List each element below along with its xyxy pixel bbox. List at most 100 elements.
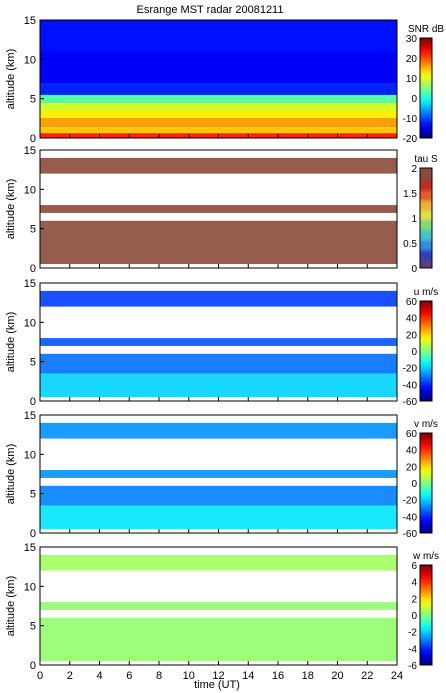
colorbar-tick-label: 60 xyxy=(406,429,418,440)
colorbar-tick-label: 0 xyxy=(411,479,417,490)
colorbar-tick-label: 4 xyxy=(411,578,417,589)
colorbar-tick-label: 30 xyxy=(406,34,418,45)
x-tick-label: 2 xyxy=(67,670,73,682)
colorbar xyxy=(419,167,433,269)
colorbar-tick-label: 0 xyxy=(411,264,417,275)
y-tick-label: 10 xyxy=(24,54,36,66)
x-tick-label: 10 xyxy=(183,670,195,682)
colorbar-tick-label: 2 xyxy=(411,594,417,605)
y-tick-label: 0 xyxy=(30,133,36,145)
panel-1: 0 5 10 15 altitude (km) 30 20 10 0 -10 -20 SNR dB xyxy=(5,15,444,145)
y-tick-label: 15 xyxy=(24,15,36,27)
data-layer xyxy=(40,617,397,662)
y-axis-label: altitude (km) xyxy=(5,576,17,637)
colorbar-tick-label: 60 xyxy=(406,297,418,308)
colorbar-label: w m/s xyxy=(412,551,439,562)
x-tick-label: 22 xyxy=(361,670,373,682)
x-tick-label: 24 xyxy=(391,670,403,682)
data-layer xyxy=(40,102,397,111)
data-layer xyxy=(40,157,397,174)
y-axis-label: altitude (km) xyxy=(5,444,17,505)
panel-5: 0 5 10 15 altitude (km) 6 4 2 0 -2 -4 -6 w m/s xyxy=(5,542,439,672)
chart-title: Esrange MST radar 20081211 xyxy=(137,4,284,16)
data-layer xyxy=(40,290,397,307)
y-tick-label: 0 xyxy=(30,528,36,540)
colorbar-tick-label: 1 xyxy=(411,214,417,225)
y-tick-label: 5 xyxy=(30,224,36,236)
colorbar-tick-label: 1.5 xyxy=(403,189,417,200)
y-tick-label: 15 xyxy=(24,278,36,290)
colorbar-tick-label: -10 xyxy=(403,114,418,125)
data-layer xyxy=(40,126,397,134)
data-layer xyxy=(40,373,397,398)
x-tick-label: 12 xyxy=(212,670,224,682)
data-layer xyxy=(40,554,397,571)
y-tick-label: 5 xyxy=(30,357,36,369)
data-layer xyxy=(40,602,397,610)
colorbar-tick-label: -60 xyxy=(403,397,418,408)
data-layer xyxy=(40,94,397,103)
x-tick-label: 20 xyxy=(331,670,343,682)
data-layer xyxy=(40,505,397,530)
colorbar-tick-label: -40 xyxy=(403,512,418,523)
panel-3: 0 5 10 15 altitude (km) 60 40 20 0 -20 -40 -60 u m/s xyxy=(5,278,438,408)
colorbar-tick-label: -60 xyxy=(403,529,418,540)
x-tick-label: 16 xyxy=(272,670,284,682)
data-layer xyxy=(40,422,397,439)
data-layer xyxy=(40,20,397,52)
y-tick-label: 15 xyxy=(24,410,36,422)
colorbar xyxy=(419,37,433,139)
colorbar-tick-label: 40 xyxy=(406,314,418,325)
colorbar-tick-label: 20 xyxy=(406,462,418,473)
y-tick-label: 15 xyxy=(24,145,36,157)
y-tick-label: 5 xyxy=(30,489,36,501)
y-tick-label: 10 xyxy=(24,317,36,329)
colorbar xyxy=(419,300,433,402)
x-tick-label: 0 xyxy=(37,670,43,682)
colorbar-tick-label: 0 xyxy=(411,611,417,622)
colorbar-tick-label: -20 xyxy=(403,364,418,375)
colorbar-tick-label: 10 xyxy=(406,74,418,85)
data-layer xyxy=(40,470,397,478)
y-tick-label: 0 xyxy=(30,396,36,408)
x-tick-label: 14 xyxy=(242,670,254,682)
colorbar-tick-label: 0 xyxy=(411,94,417,105)
colorbar-tick-label: -4 xyxy=(408,644,417,655)
y-tick-label: 5 xyxy=(30,621,36,633)
y-tick-label: 15 xyxy=(24,542,36,554)
colorbar-tick-label: -20 xyxy=(403,134,418,145)
x-tick-labels: 0 2 4 6 8 10 12 14 16 18 20 22 24 xyxy=(37,670,403,682)
x-axis-label: time (UT) xyxy=(194,679,240,691)
x-tick-label: 8 xyxy=(156,670,162,682)
colorbar-tick-label: 20 xyxy=(406,330,418,341)
y-tick-label: 10 xyxy=(24,184,36,196)
data-layer xyxy=(40,220,397,265)
colorbar-label: tau S xyxy=(414,154,438,165)
colorbar-tick-label: 40 xyxy=(406,446,418,457)
data-layer xyxy=(40,338,397,346)
data-layer xyxy=(40,353,397,374)
panel-2: 0 5 10 15 altitude (km) 2 1.5 1 0.5 0 tau S xyxy=(5,145,438,275)
colorbar-tick-label: 6 xyxy=(411,561,417,572)
x-tick-label: 18 xyxy=(302,670,314,682)
colorbar-tick-label: -6 xyxy=(408,661,417,672)
colorbar-label: u m/s xyxy=(414,287,438,298)
colorbar-tick-label: 0 xyxy=(411,347,417,358)
colorbar-label: SNR dB xyxy=(408,24,444,35)
data-layer xyxy=(40,82,397,95)
y-tick-label: 10 xyxy=(24,581,36,593)
y-tick-label: 10 xyxy=(24,449,36,461)
colorbar-tick-label: 2 xyxy=(411,164,417,175)
colorbar-tick-label: -20 xyxy=(403,496,418,507)
y-axis-label: altitude (km) xyxy=(5,312,17,373)
colorbar-tick-label: -40 xyxy=(403,380,418,391)
y-tick-label: 0 xyxy=(30,660,36,672)
colorbar-label: v m/s xyxy=(414,419,438,430)
data-layer xyxy=(40,110,397,119)
y-tick-label: 5 xyxy=(30,94,36,106)
colorbar-tick-label: 20 xyxy=(406,54,418,65)
x-tick-label: 4 xyxy=(96,670,102,682)
y-tick-label: 0 xyxy=(30,263,36,275)
